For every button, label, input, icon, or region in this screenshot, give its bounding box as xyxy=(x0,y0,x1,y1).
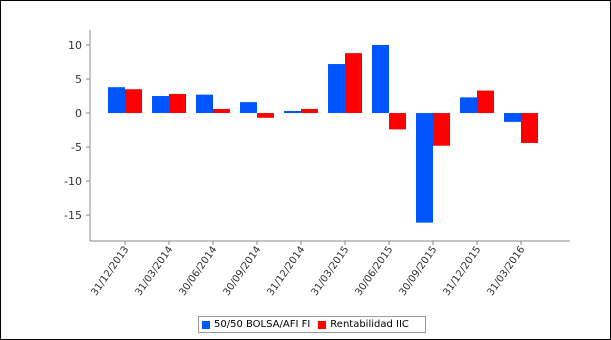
bar-series-1 xyxy=(328,64,345,114)
bar-series-2 xyxy=(477,90,494,114)
bar-series-1 xyxy=(416,113,433,223)
bar-series-1 xyxy=(240,102,257,114)
x-tick-label: 31/03/2016 xyxy=(485,244,527,298)
x-tick-label: 31/03/2015 xyxy=(309,244,351,298)
bar-series-1 xyxy=(152,96,169,114)
legend-swatch-series-1 xyxy=(202,320,210,329)
bar-series-2 xyxy=(521,113,538,143)
bar-series-1 xyxy=(460,97,477,114)
x-tick-label: 30/06/2014 xyxy=(177,244,219,298)
y-tick-label: 0 xyxy=(75,107,82,120)
y-tick-label: -10 xyxy=(64,175,82,188)
bar-series-1 xyxy=(504,113,521,122)
legend: 50/50 BOLSA/AFI FI Rentabilidad IIC xyxy=(198,316,426,333)
x-tick-label: 30/09/2014 xyxy=(221,244,263,298)
x-tick-label: 30/09/2015 xyxy=(397,244,439,298)
x-tick-label: 30/06/2015 xyxy=(353,244,395,298)
bar-series-2 xyxy=(257,113,274,118)
legend-item-series-1: 50/50 BOLSA/AFI FI xyxy=(202,319,310,330)
bar-series-2 xyxy=(125,89,142,114)
bar-series-2 xyxy=(389,113,406,130)
x-tick-label: 31/03/2014 xyxy=(133,244,175,298)
bar-series-2 xyxy=(169,93,186,114)
y-tick-label: 5 xyxy=(75,73,82,86)
legend-item-series-2: Rentabilidad IIC xyxy=(318,319,409,330)
bar-series-1 xyxy=(108,87,125,114)
y-tick-label: -5 xyxy=(71,141,82,154)
bar-series-2 xyxy=(213,108,230,114)
bar-series-1 xyxy=(284,110,301,114)
y-tick-label: 10 xyxy=(68,39,82,52)
x-tick-label: 31/12/2015 xyxy=(441,244,483,298)
bar-series-2 xyxy=(301,108,318,114)
bar-series-1 xyxy=(372,44,389,114)
bar-series-2 xyxy=(345,53,362,114)
bar-series-2 xyxy=(433,113,450,146)
x-tick-label: 31/12/2014 xyxy=(265,244,307,298)
x-tick-label: 31/12/2013 xyxy=(89,244,131,298)
legend-label-series-1: 50/50 BOLSA/AFI FI xyxy=(214,319,311,330)
legend-label-series-2: Rentabilidad IIC xyxy=(330,319,409,330)
y-tick-label: -15 xyxy=(64,209,82,222)
bar-series-1 xyxy=(196,94,213,114)
legend-swatch-series-2 xyxy=(318,320,327,329)
